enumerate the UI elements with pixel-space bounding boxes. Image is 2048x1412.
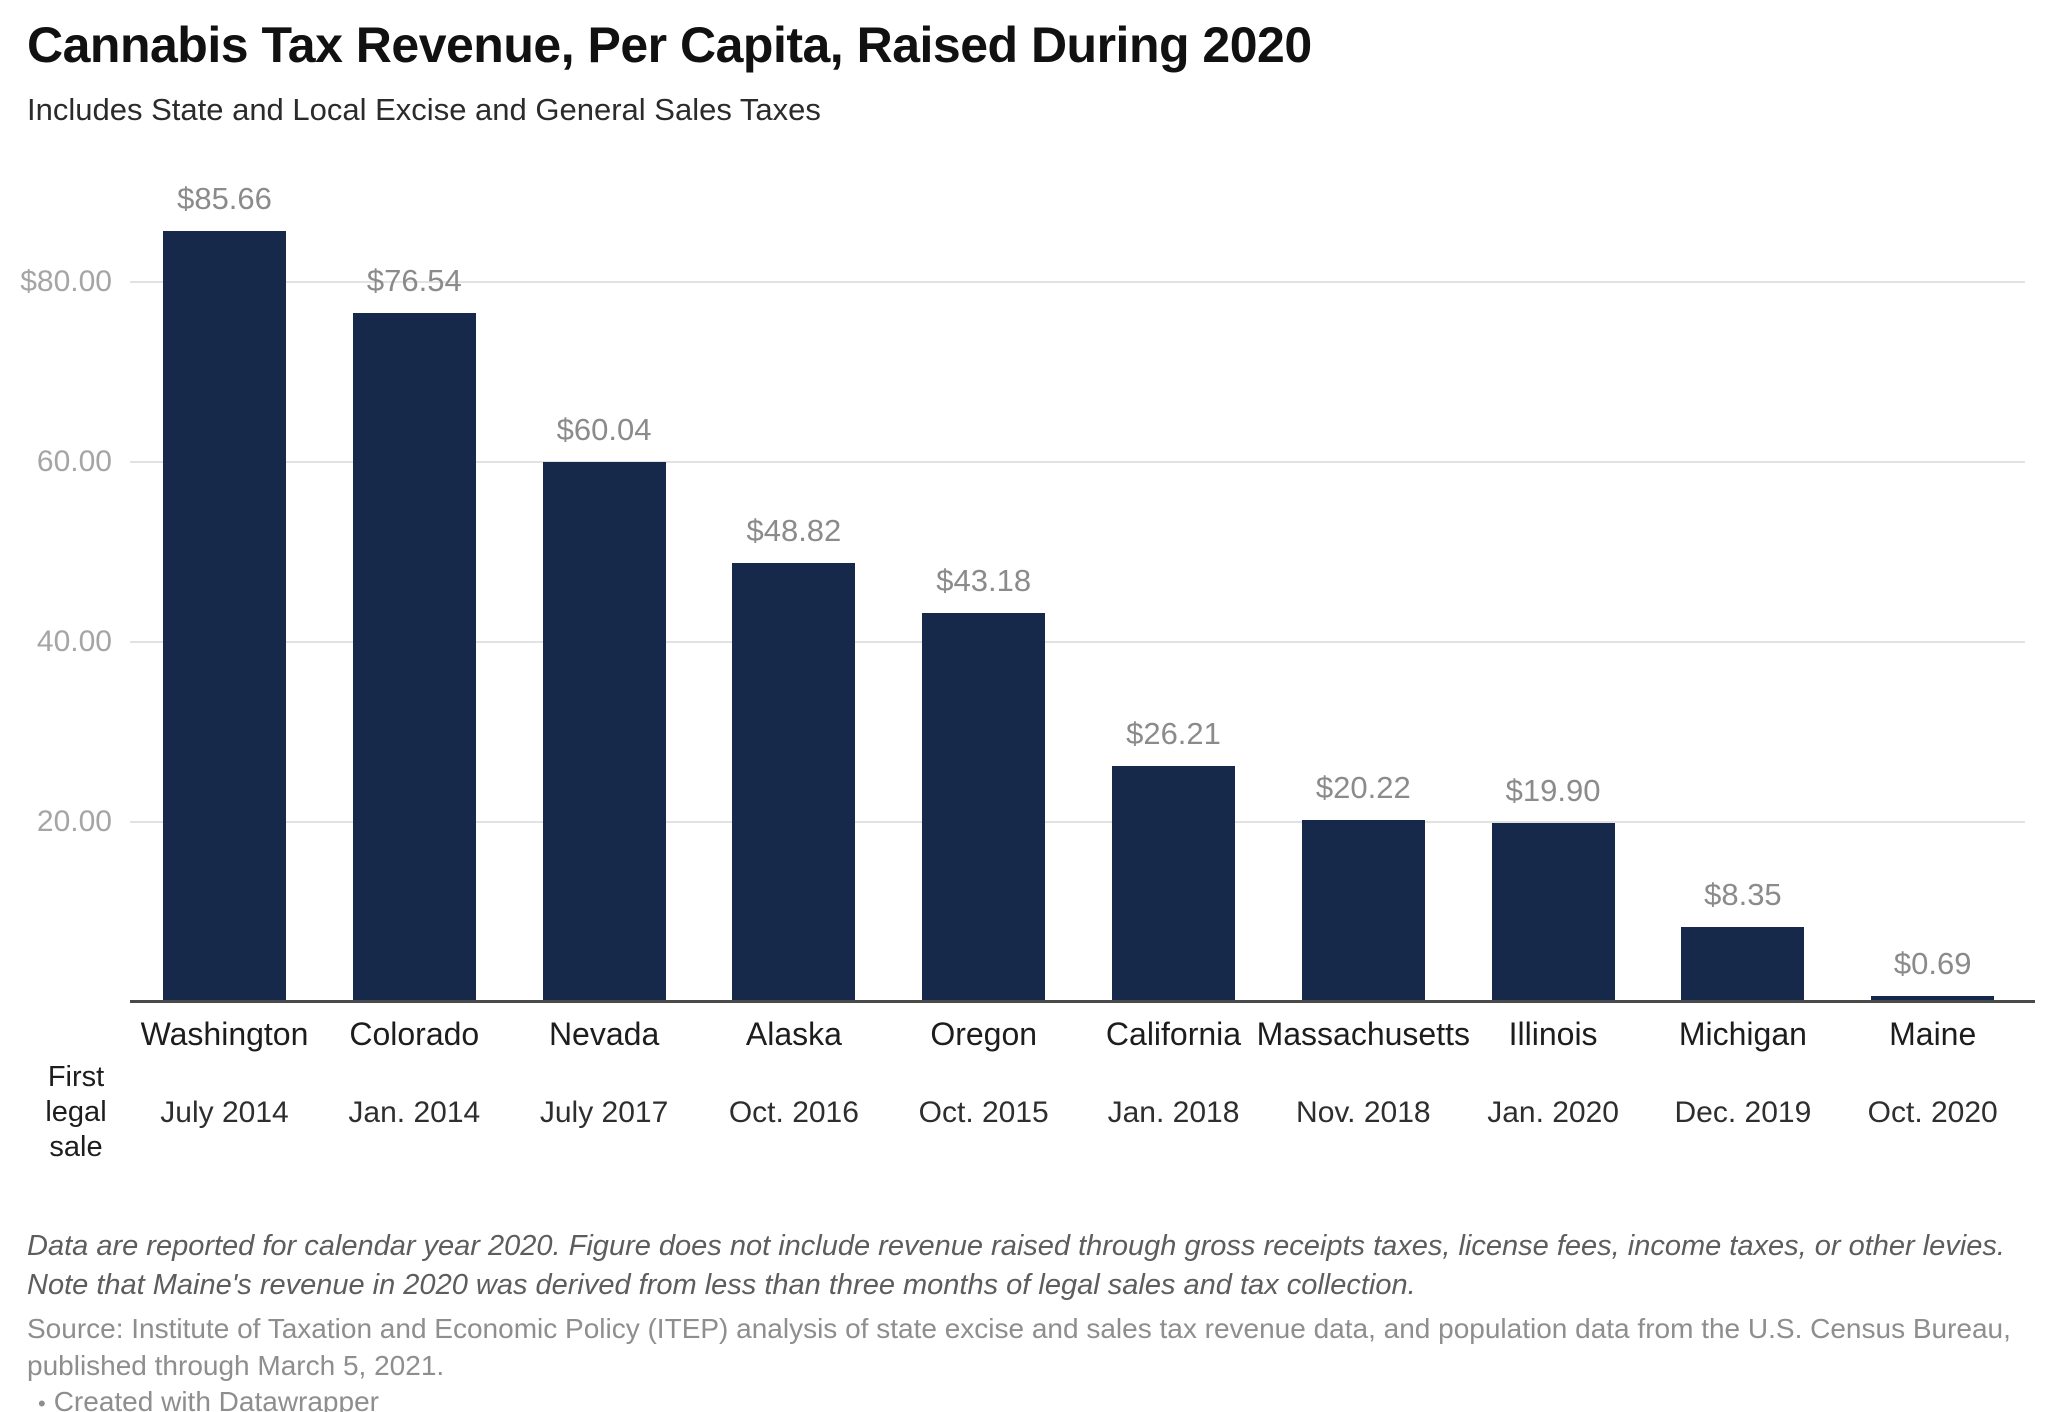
bar-washington[interactable] bbox=[163, 231, 286, 1002]
bar-value-label: $85.66 bbox=[177, 181, 272, 216]
bar-value-label: $0.69 bbox=[1893, 946, 1972, 981]
bar-value-label: $26.21 bbox=[1126, 716, 1221, 751]
bar-oregon[interactable] bbox=[922, 613, 1046, 1002]
bar-illinois[interactable] bbox=[1491, 823, 1615, 1002]
chart-title: Cannabis Tax Revenue, Per Capita, Raised… bbox=[27, 17, 1312, 73]
y-gridline bbox=[130, 641, 2025, 643]
row-label-line: sale bbox=[49, 1131, 103, 1163]
y-axis-tick-label: 60.00 bbox=[36, 445, 112, 478]
bar-alaska[interactable] bbox=[732, 563, 856, 1002]
row-label-line: legal bbox=[45, 1096, 107, 1128]
y-gridline bbox=[130, 281, 2025, 283]
first-legal-sale-row-label: First legal sale bbox=[28, 1060, 124, 1165]
bar-colorado[interactable] bbox=[352, 313, 476, 1002]
bar-nevada[interactable] bbox=[542, 462, 666, 1002]
first-legal-sale-date: Nov. 2018 bbox=[1296, 1096, 1431, 1129]
first-legal-sale-date: Oct. 2020 bbox=[1867, 1096, 1998, 1129]
x-axis-state-label: Alaska bbox=[745, 1016, 842, 1052]
x-axis-state-label: California bbox=[1105, 1016, 1242, 1052]
bullet-icon: • bbox=[38, 1391, 46, 1412]
x-axis-state-label: Colorado bbox=[349, 1016, 480, 1052]
x-axis-baseline bbox=[130, 1000, 2035, 1003]
first-legal-sale-date: Dec. 2019 bbox=[1674, 1096, 1812, 1129]
datawrapper-attribution[interactable]: • Created with Datawrapper bbox=[38, 1386, 379, 1412]
first-legal-sale-date: Jan. 2014 bbox=[348, 1096, 481, 1129]
bar-value-label: $20.22 bbox=[1315, 770, 1411, 805]
bar-massachusetts[interactable] bbox=[1301, 820, 1425, 1002]
attribution-label: Created with Datawrapper bbox=[53, 1386, 379, 1412]
x-axis-state-label: Massachusetts bbox=[1256, 1016, 1471, 1052]
first-legal-sale-date: July 2014 bbox=[160, 1096, 289, 1129]
first-legal-sale-date: Jan. 2020 bbox=[1487, 1096, 1619, 1129]
x-axis-state-label: Nevada bbox=[548, 1016, 660, 1052]
x-axis-state-label: Illinois bbox=[1508, 1016, 1598, 1052]
x-axis-state-label: Washington bbox=[140, 1016, 309, 1052]
x-axis-state-label: Oregon bbox=[930, 1016, 1038, 1052]
y-gridline bbox=[130, 821, 2025, 823]
row-label-line: First bbox=[47, 1061, 105, 1093]
bar-value-label: $8.35 bbox=[1704, 877, 1782, 912]
bar-michigan[interactable] bbox=[1681, 927, 1805, 1002]
bar-value-label: $43.18 bbox=[936, 563, 1032, 598]
bar-maine[interactable] bbox=[1871, 996, 1995, 1002]
first-legal-sale-date: Oct. 2016 bbox=[728, 1096, 859, 1129]
bar-value-label: $48.82 bbox=[746, 513, 842, 548]
bar-california[interactable] bbox=[1112, 766, 1235, 1002]
y-axis-tick-label: $80.00 bbox=[20, 265, 112, 298]
first-legal-sale-date: July 2017 bbox=[539, 1096, 669, 1129]
x-axis-state-label: Maine bbox=[1889, 1016, 1977, 1052]
bar-value-label: $19.90 bbox=[1505, 773, 1601, 808]
y-axis-tick-label: 20.00 bbox=[36, 805, 112, 838]
bar-value-label: $60.04 bbox=[556, 412, 652, 447]
chart-note: Data are reported for calendar year 2020… bbox=[27, 1230, 2005, 1301]
first-legal-sale-date: Jan. 2018 bbox=[1107, 1096, 1240, 1129]
x-axis-state-label: Michigan bbox=[1678, 1016, 1807, 1052]
y-gridline bbox=[130, 461, 2025, 463]
chart-source: Source: Institute of Taxation and Econom… bbox=[27, 1313, 2011, 1381]
bar-value-label: $76.54 bbox=[366, 263, 462, 298]
chart-subtitle: Includes State and Local Excise and Gene… bbox=[27, 92, 821, 127]
first-legal-sale-date: Oct. 2015 bbox=[918, 1096, 1049, 1129]
y-axis-tick-label: 40.00 bbox=[36, 625, 112, 658]
